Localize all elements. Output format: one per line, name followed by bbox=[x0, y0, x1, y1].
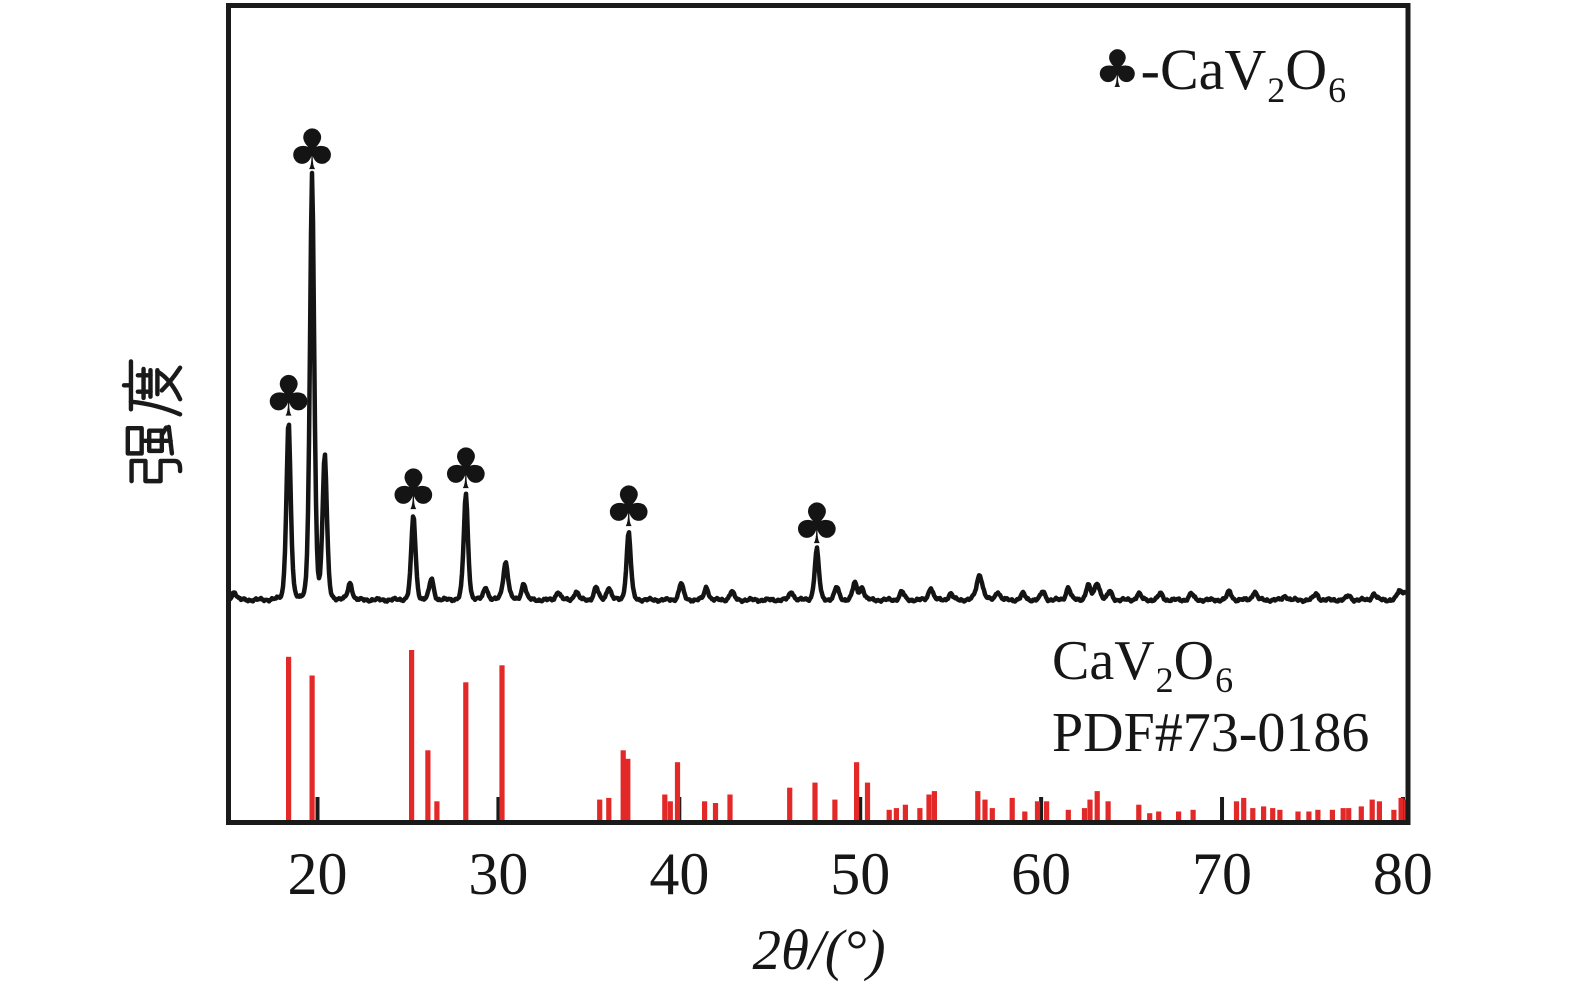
reference-stick bbox=[309, 675, 315, 822]
reference-stick bbox=[1250, 808, 1256, 822]
legend-formula-sub2: 6 bbox=[1328, 70, 1347, 110]
reference-stick bbox=[1065, 809, 1071, 822]
reference-stick bbox=[1009, 797, 1015, 822]
reference-stick bbox=[1022, 811, 1028, 822]
reference-stick bbox=[597, 799, 603, 822]
reference-stick bbox=[1391, 809, 1397, 822]
legend: ♣-CaV2O6 bbox=[1094, 36, 1346, 110]
reference-stick bbox=[1376, 801, 1382, 822]
reference-stick bbox=[854, 762, 860, 822]
reference-stick bbox=[1044, 801, 1050, 822]
reference-stick bbox=[702, 801, 708, 822]
legend-formula-mid: O bbox=[1285, 37, 1328, 102]
glyph-qiang-sweep bbox=[166, 424, 175, 456]
x-tick-label: 70 bbox=[1192, 841, 1252, 907]
reference-stick bbox=[1233, 801, 1240, 822]
reference-stick bbox=[1034, 801, 1041, 822]
reference-stick bbox=[1105, 801, 1111, 822]
x-tick-label: 80 bbox=[1373, 841, 1433, 907]
xrd-curve bbox=[226, 170, 1409, 605]
reference-stick bbox=[989, 808, 995, 822]
x-axis-title: 2θ/(°) bbox=[752, 919, 886, 982]
reference-stick bbox=[975, 791, 981, 822]
legend-formula-sub1: 2 bbox=[1267, 70, 1286, 110]
reference-stick bbox=[1094, 791, 1100, 822]
reference-stick bbox=[1315, 809, 1321, 822]
legend-formula-pre: -CaV bbox=[1140, 37, 1267, 102]
reference-stick bbox=[1156, 811, 1162, 822]
reference-stick bbox=[1398, 797, 1404, 822]
reference-stick bbox=[787, 787, 793, 822]
reference-stick bbox=[832, 799, 838, 822]
reference-stick bbox=[1136, 804, 1142, 822]
reference-stick bbox=[1358, 806, 1364, 822]
plot-border bbox=[226, 3, 1411, 825]
reference-stick bbox=[463, 682, 469, 822]
x-tick-label: 50 bbox=[830, 841, 890, 907]
reference-stick bbox=[727, 794, 733, 822]
club-peak-marker: ♣ bbox=[441, 437, 491, 502]
reference-stick bbox=[917, 808, 923, 822]
reference-stick bbox=[1306, 811, 1312, 822]
reference-stick bbox=[499, 665, 505, 822]
reference-stick bbox=[893, 808, 899, 822]
reference-stick bbox=[1241, 797, 1247, 822]
reference-stick bbox=[931, 791, 937, 822]
reference-stick bbox=[425, 750, 431, 822]
x-tick-label: 30 bbox=[468, 841, 528, 907]
glyph-qiang-mouth bbox=[125, 425, 144, 456]
reference-stick bbox=[1369, 799, 1375, 822]
reference-stick bbox=[1176, 811, 1182, 822]
reference-stick bbox=[1147, 813, 1153, 822]
reference-stick bbox=[864, 782, 871, 822]
plot-content: 20 30 40 50 60 70 80♣♣♣ ♣♣ ♣ bbox=[226, 118, 1433, 907]
reference-stick bbox=[606, 797, 612, 822]
reference-stick bbox=[1087, 799, 1093, 822]
x-tick-label: 40 bbox=[649, 841, 709, 907]
glyph-qiang-bow bbox=[129, 458, 183, 484]
club-peak-marker: ♣ bbox=[388, 458, 438, 523]
reference-stick bbox=[902, 804, 908, 822]
club-peak-marker: ♣ bbox=[263, 365, 313, 430]
reference-stick bbox=[886, 809, 892, 822]
reference-label: CaV2O6 PDF#73-0186 bbox=[1052, 628, 1369, 766]
glyph-du-falling bbox=[128, 399, 183, 417]
club-peak-marker: ♣ bbox=[792, 492, 842, 557]
y-axis-label-glyphs bbox=[121, 359, 183, 484]
reference-stick bbox=[434, 801, 440, 822]
reference-stick bbox=[625, 758, 631, 822]
reference-stick bbox=[1295, 811, 1301, 822]
reference-stick bbox=[1081, 808, 1088, 822]
reference-stick bbox=[712, 803, 719, 822]
reference-stick bbox=[1329, 809, 1335, 822]
reference-stick bbox=[1340, 808, 1346, 822]
club-peak-marker: ♣ bbox=[287, 118, 337, 183]
glyph-qiang-dot bbox=[160, 425, 169, 437]
reference-stick bbox=[1277, 809, 1283, 822]
club-peak-marker: ♣ bbox=[604, 475, 654, 540]
glyph-du-you-right bbox=[159, 365, 183, 393]
reference-stick bbox=[662, 794, 668, 822]
reference-stick bbox=[982, 799, 988, 822]
club-marker-icon: ♣ bbox=[1094, 40, 1141, 100]
reference-stick bbox=[1190, 809, 1196, 822]
x-tick-label: 20 bbox=[288, 841, 348, 907]
reference-stick bbox=[286, 656, 292, 822]
reference-pdf-number: PDF#73-0186 bbox=[1052, 702, 1370, 764]
reference-stick bbox=[620, 750, 626, 822]
reference-stick bbox=[667, 801, 673, 822]
x-tick-label: 60 bbox=[1011, 841, 1071, 907]
reference-stick bbox=[812, 782, 818, 822]
reference-stick bbox=[409, 650, 415, 822]
reference-stick bbox=[926, 794, 932, 822]
reference-stick bbox=[1346, 808, 1352, 822]
reference-stick bbox=[674, 762, 681, 822]
reference-stick bbox=[1261, 806, 1267, 822]
reference-formula: CaV2O6 bbox=[1052, 630, 1234, 700]
reference-stick bbox=[1270, 808, 1276, 822]
